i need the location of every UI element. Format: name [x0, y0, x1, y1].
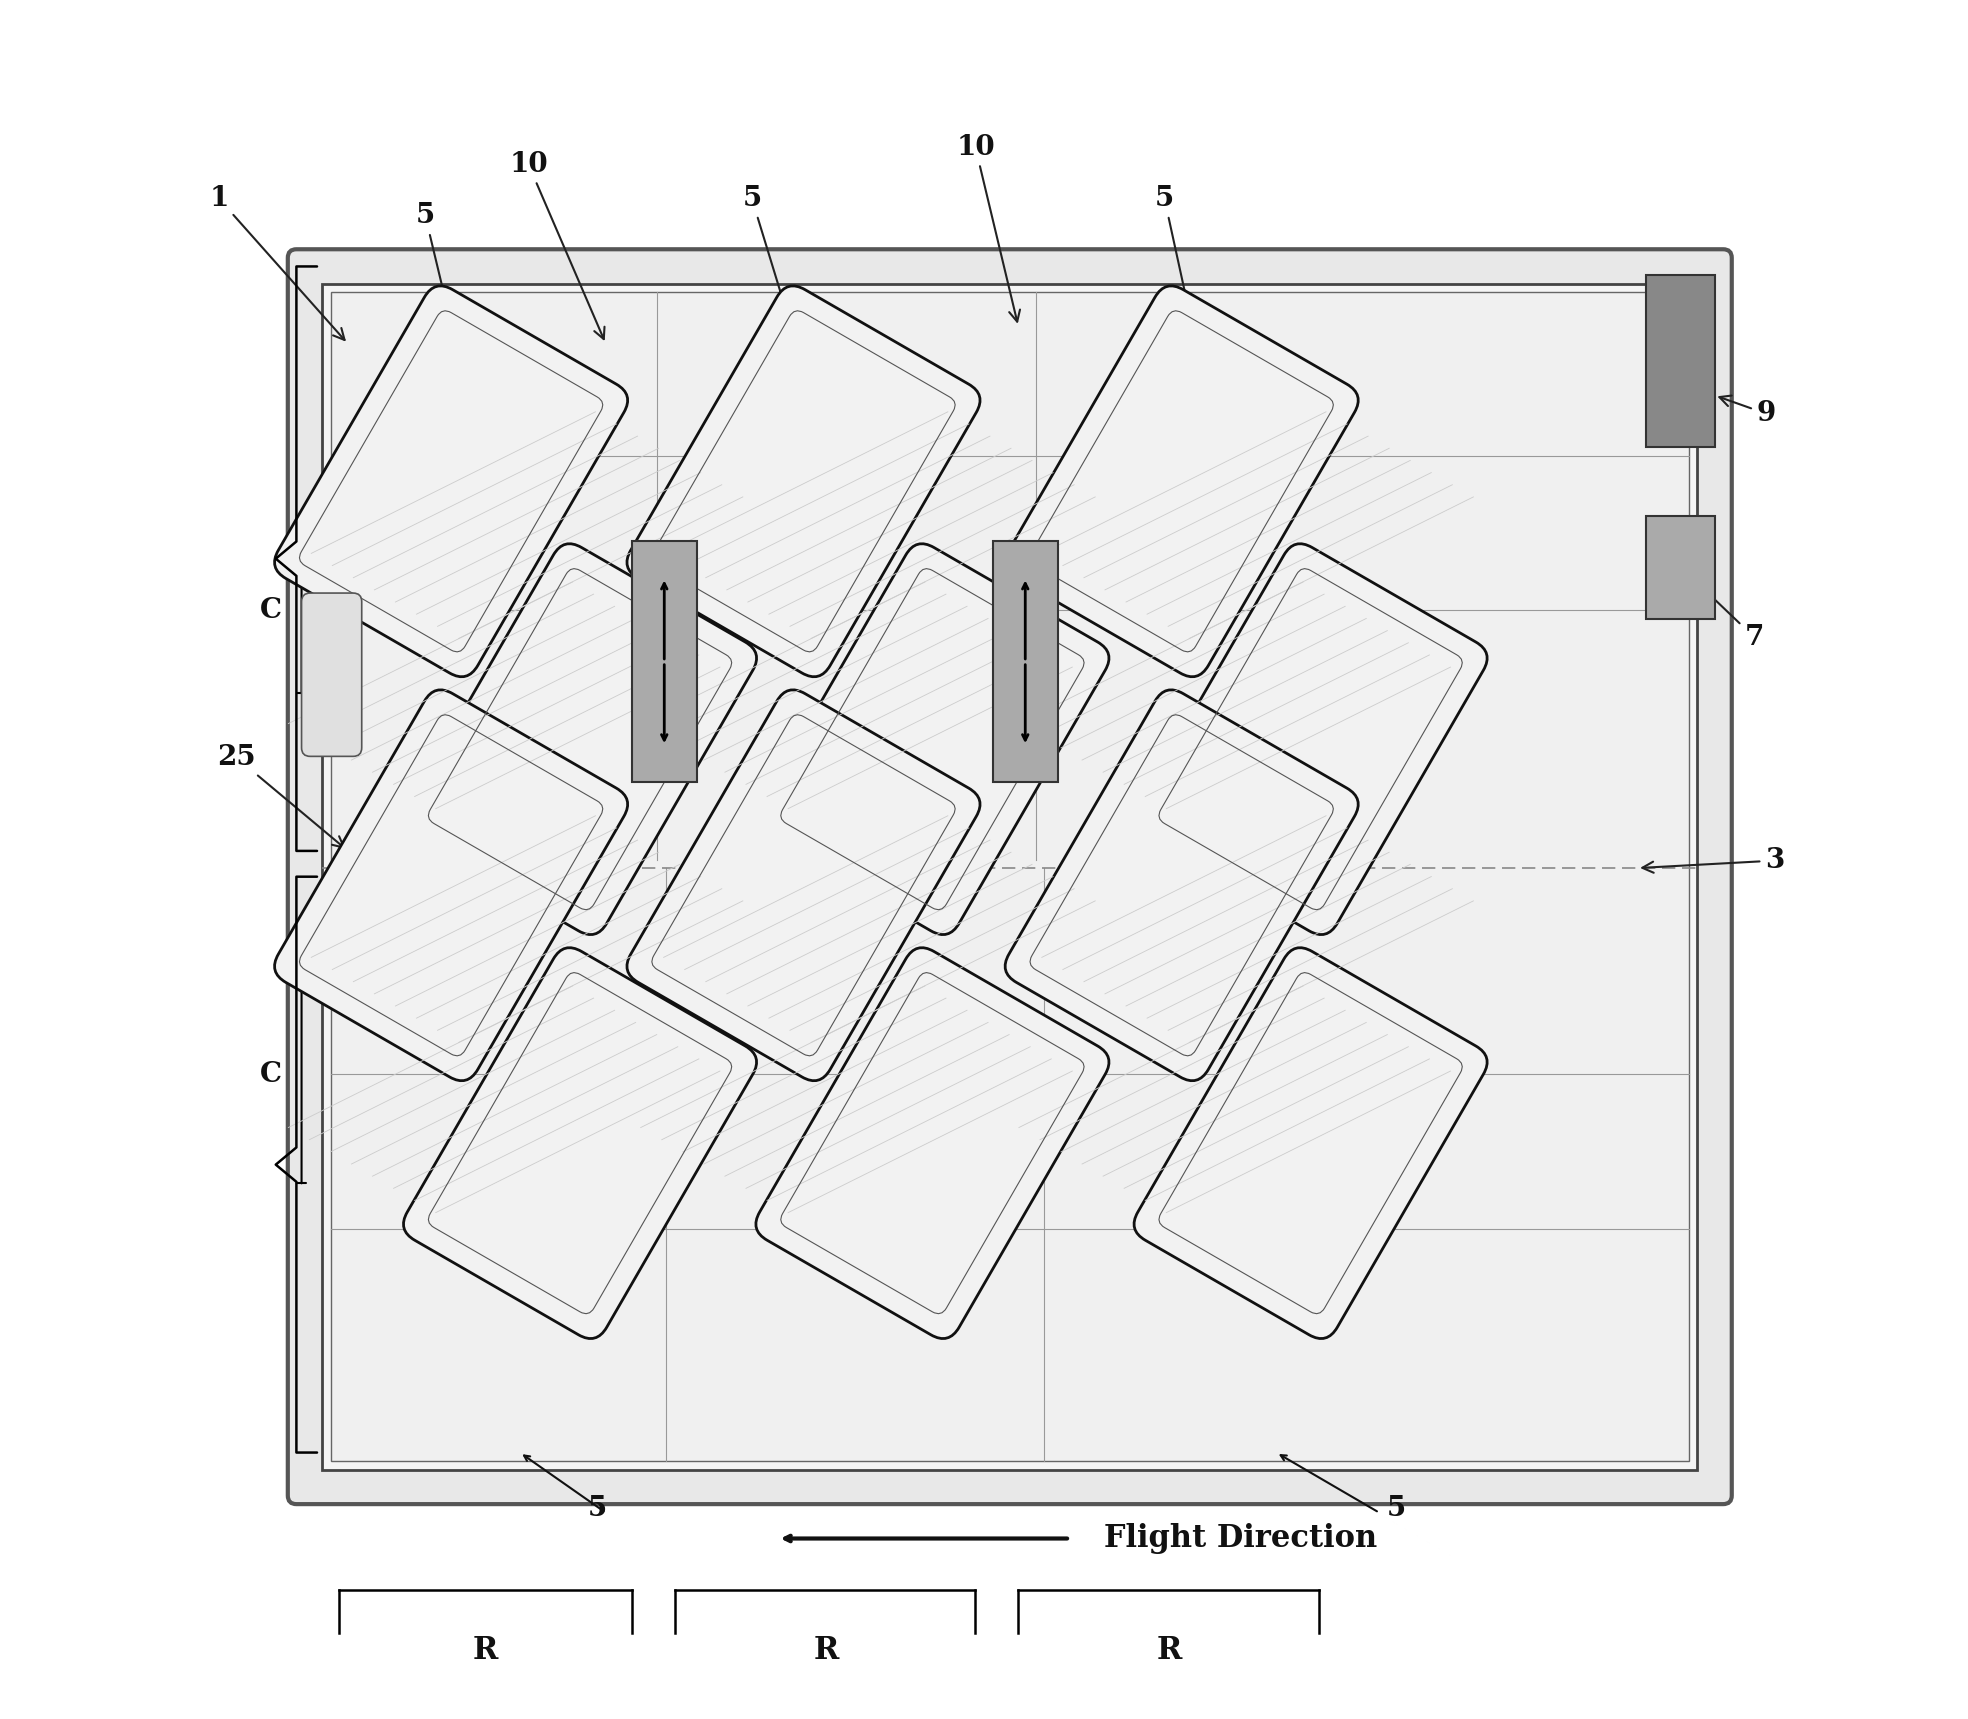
Bar	[1645, 516, 1714, 619]
Text: Flight Direction: Flight Direction	[1104, 1523, 1378, 1554]
Text: 5: 5	[1155, 186, 1210, 390]
Bar	[331, 292, 1689, 1461]
FancyBboxPatch shape	[628, 689, 980, 1081]
Text: R: R	[472, 1635, 498, 1666]
Text: 25: 25	[216, 744, 344, 847]
FancyBboxPatch shape	[756, 543, 1110, 935]
Text: 5: 5	[588, 1496, 606, 1521]
Bar	[632, 541, 697, 782]
Text: C: C	[260, 1061, 281, 1088]
Text: 9: 9	[1720, 395, 1775, 426]
FancyBboxPatch shape	[403, 543, 756, 935]
Bar	[992, 541, 1059, 782]
FancyBboxPatch shape	[274, 689, 628, 1081]
FancyBboxPatch shape	[1006, 689, 1358, 1081]
Text: 1: 1	[209, 186, 344, 340]
Text: 3: 3	[1643, 847, 1785, 873]
FancyBboxPatch shape	[287, 249, 1732, 1504]
Text: 7: 7	[1667, 554, 1763, 650]
Text: 5: 5	[415, 203, 470, 390]
FancyBboxPatch shape	[1006, 285, 1358, 677]
Text: C: C	[260, 596, 281, 624]
FancyBboxPatch shape	[628, 285, 980, 677]
Bar	[1645, 275, 1714, 447]
Text: 10: 10	[510, 151, 604, 339]
FancyBboxPatch shape	[756, 947, 1110, 1339]
FancyBboxPatch shape	[301, 593, 362, 756]
FancyBboxPatch shape	[403, 947, 756, 1339]
Text: R: R	[1157, 1635, 1183, 1666]
FancyBboxPatch shape	[1134, 947, 1488, 1339]
FancyBboxPatch shape	[274, 285, 628, 677]
Text: 5: 5	[742, 186, 813, 390]
Text: 5: 5	[1387, 1496, 1407, 1521]
FancyBboxPatch shape	[1134, 543, 1488, 935]
Text: 10: 10	[956, 134, 1019, 321]
Bar	[323, 284, 1696, 1470]
Text: R: R	[813, 1635, 838, 1666]
